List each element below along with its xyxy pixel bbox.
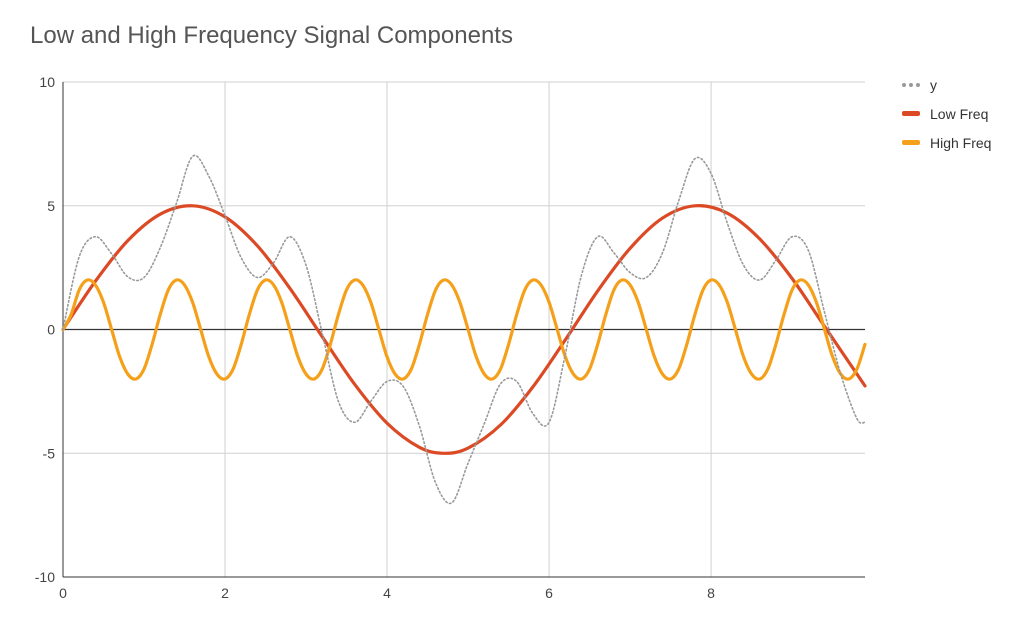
y-tick-label: -5 (43, 445, 56, 461)
x-tick-label: 4 (383, 585, 391, 601)
y-tick-label: 5 (47, 198, 55, 214)
x-tick-label: 2 (221, 585, 229, 601)
x-tick-label: 0 (59, 585, 67, 601)
y-tick-label: 10 (39, 74, 55, 90)
tick-labels: -10 -5 0 5 10 0 2 4 6 8 (35, 74, 715, 601)
legend-item-high-freq[interactable]: High Freq (902, 128, 991, 157)
legend-label-low-freq: Low Freq (930, 105, 989, 122)
x-tick-label: 6 (545, 585, 553, 601)
legend-swatch-high-freq (902, 140, 920, 145)
legend-swatch-y (902, 82, 920, 87)
series-line-low-freq (61, 204, 867, 455)
legend-label-high-freq: High Freq (930, 134, 992, 151)
legend-label-y: y (930, 76, 937, 93)
series-line-y (62, 154, 866, 505)
chart-title: Low and High Frequency Signal Components (30, 22, 513, 49)
y-tick-label: -10 (35, 569, 55, 585)
x-tick-label: 8 (707, 585, 715, 601)
legend-swatch-low-freq (902, 111, 920, 116)
axes (62, 82, 865, 578)
series-lines (61, 154, 867, 505)
legend-item-y[interactable]: y (902, 70, 991, 99)
y-tick-label: 0 (47, 322, 55, 338)
legend: y Low Freq High Freq (902, 70, 991, 157)
series-line-high-freq (61, 278, 867, 381)
legend-item-low-freq[interactable]: Low Freq (902, 99, 991, 128)
